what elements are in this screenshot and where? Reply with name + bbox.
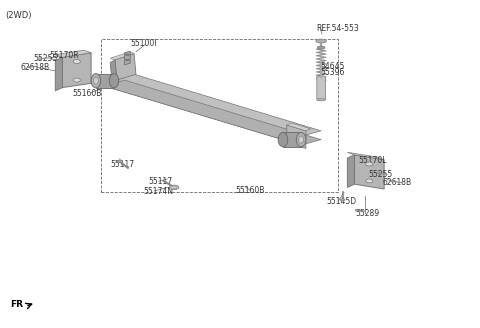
- Polygon shape: [104, 71, 321, 136]
- Text: 55117: 55117: [110, 160, 134, 169]
- Polygon shape: [104, 77, 301, 145]
- Polygon shape: [348, 155, 355, 187]
- Text: 62618B: 62618B: [21, 63, 49, 72]
- Ellipse shape: [38, 58, 41, 59]
- Ellipse shape: [317, 46, 325, 49]
- Ellipse shape: [355, 209, 359, 211]
- Text: 55174N: 55174N: [144, 187, 174, 196]
- Text: 55170R: 55170R: [49, 51, 79, 60]
- Text: FR: FR: [10, 300, 23, 309]
- Ellipse shape: [366, 179, 373, 183]
- Ellipse shape: [340, 199, 345, 201]
- Polygon shape: [287, 125, 306, 148]
- Text: REF.54-553: REF.54-553: [316, 24, 359, 32]
- Ellipse shape: [296, 133, 306, 147]
- Ellipse shape: [391, 180, 395, 182]
- Polygon shape: [124, 51, 130, 65]
- Ellipse shape: [169, 185, 179, 190]
- Text: 55396: 55396: [320, 68, 345, 77]
- Polygon shape: [55, 57, 62, 91]
- Text: 54645: 54645: [320, 62, 345, 71]
- Text: 55160B: 55160B: [235, 186, 264, 195]
- Text: 55255: 55255: [34, 54, 58, 63]
- Text: 55145D: 55145D: [326, 197, 356, 206]
- Ellipse shape: [27, 66, 31, 68]
- Polygon shape: [287, 123, 311, 131]
- Ellipse shape: [73, 78, 80, 82]
- Polygon shape: [110, 52, 134, 60]
- Ellipse shape: [299, 136, 303, 143]
- Text: 55117: 55117: [148, 177, 172, 186]
- Polygon shape: [55, 50, 91, 57]
- Polygon shape: [348, 152, 384, 160]
- Text: 62618B: 62618B: [382, 178, 411, 187]
- Text: 55255: 55255: [369, 170, 393, 179]
- Ellipse shape: [73, 60, 80, 64]
- Text: 55160B: 55160B: [72, 89, 101, 98]
- Ellipse shape: [377, 172, 380, 174]
- Ellipse shape: [117, 160, 122, 163]
- Polygon shape: [104, 80, 321, 145]
- Ellipse shape: [316, 39, 326, 43]
- Polygon shape: [96, 73, 114, 88]
- Text: 55100I: 55100I: [130, 39, 157, 48]
- Polygon shape: [355, 155, 384, 189]
- Text: (2WD): (2WD): [5, 10, 32, 20]
- Ellipse shape: [125, 59, 129, 61]
- Ellipse shape: [366, 162, 373, 166]
- Polygon shape: [62, 53, 91, 88]
- Polygon shape: [110, 60, 117, 83]
- Ellipse shape: [172, 186, 177, 189]
- FancyBboxPatch shape: [317, 76, 325, 100]
- Ellipse shape: [278, 133, 288, 147]
- Ellipse shape: [109, 73, 119, 88]
- Ellipse shape: [125, 54, 129, 55]
- Ellipse shape: [318, 98, 324, 101]
- Ellipse shape: [91, 73, 101, 88]
- Text: 55289: 55289: [356, 209, 380, 218]
- Text: 55170L: 55170L: [359, 156, 387, 165]
- Ellipse shape: [94, 77, 98, 84]
- Polygon shape: [115, 53, 136, 80]
- Polygon shape: [283, 133, 301, 147]
